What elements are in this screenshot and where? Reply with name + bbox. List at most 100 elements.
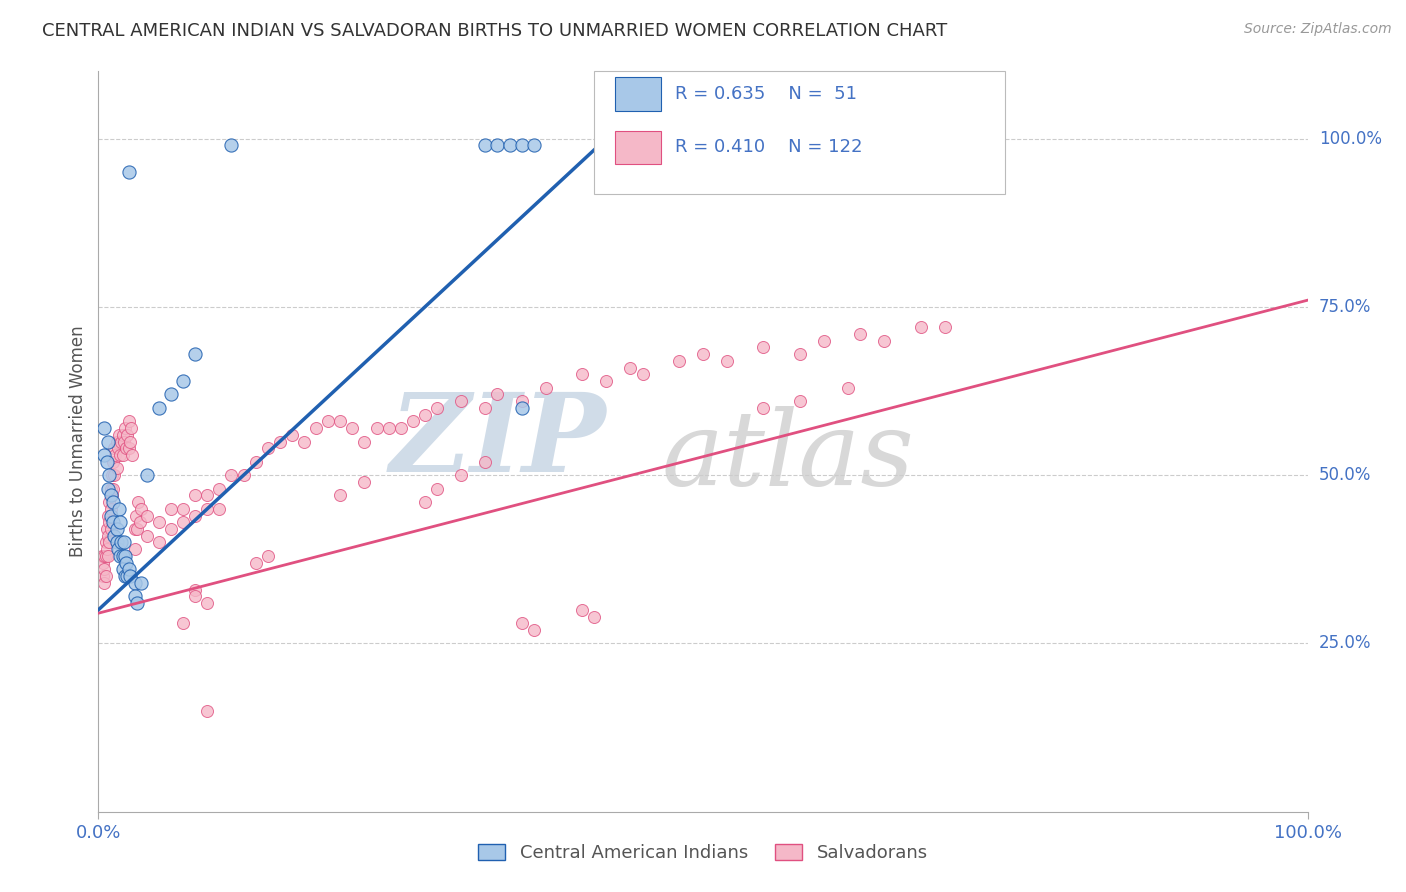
Point [849, 326, 872, 341]
Point [118, 562, 141, 576]
Point [91, 556, 114, 570]
Point [121, 448, 143, 462]
Point [118, 434, 141, 449]
Text: atlas: atlas [661, 406, 914, 507]
Point [837, 138, 859, 153]
Point [112, 434, 135, 449]
Point [474, 138, 496, 153]
Point [353, 475, 375, 489]
Point [413, 495, 436, 509]
Point [245, 455, 267, 469]
Point [389, 421, 412, 435]
Point [789, 347, 811, 361]
Point [117, 427, 139, 442]
Point [208, 482, 231, 496]
Point [474, 401, 496, 415]
Point [813, 334, 835, 348]
Point [115, 556, 138, 570]
Point [111, 549, 134, 563]
Point [100, 488, 122, 502]
Text: CENTRAL AMERICAN INDIAN VS SALVADORAN BIRTHS TO UNMARRIED WOMEN CORRELATION CHAR: CENTRAL AMERICAN INDIAN VS SALVADORAN BI… [42, 22, 948, 40]
Point [98, 516, 121, 530]
Point [160, 387, 183, 401]
Point [100, 522, 122, 536]
Point [668, 353, 690, 368]
Point [172, 516, 194, 530]
Point [100, 482, 122, 496]
Point [115, 442, 138, 456]
Point [571, 603, 593, 617]
Point [970, 138, 993, 153]
Point [172, 501, 194, 516]
Point [692, 347, 714, 361]
Point [195, 501, 218, 516]
Point [232, 468, 254, 483]
Point [523, 623, 546, 637]
Point [195, 488, 218, 502]
Point [873, 334, 896, 348]
Point [426, 482, 449, 496]
Point [377, 421, 399, 435]
Point [292, 434, 315, 449]
Point [221, 138, 243, 153]
Point [105, 535, 128, 549]
Point [184, 488, 207, 502]
Point [101, 516, 124, 530]
Point [117, 569, 139, 583]
FancyBboxPatch shape [595, 71, 1005, 194]
Point [129, 575, 152, 590]
Point [118, 414, 141, 428]
Point [752, 401, 775, 415]
Point [619, 360, 641, 375]
Point [184, 590, 207, 604]
Point [534, 381, 557, 395]
Point [105, 522, 128, 536]
Point [101, 455, 124, 469]
Point [245, 556, 267, 570]
Point [100, 501, 122, 516]
Point [305, 421, 328, 435]
Point [101, 482, 124, 496]
Y-axis label: Births to Unmarried Women: Births to Unmarried Women [69, 326, 87, 558]
Point [510, 401, 533, 415]
Point [108, 549, 131, 563]
Point [105, 434, 128, 449]
Text: 50.0%: 50.0% [1319, 467, 1371, 484]
Point [108, 427, 131, 442]
Point [426, 401, 449, 415]
Point [353, 434, 375, 449]
Point [91, 569, 114, 583]
Point [510, 138, 533, 153]
Point [450, 394, 472, 409]
Point [93, 575, 115, 590]
Point [94, 549, 117, 563]
Point [208, 501, 231, 516]
Point [860, 138, 883, 153]
Point [98, 495, 121, 509]
Point [108, 516, 131, 530]
Point [184, 508, 207, 523]
Point [195, 704, 218, 718]
Point [111, 448, 134, 462]
Point [523, 138, 546, 153]
Point [934, 138, 956, 153]
Point [329, 488, 352, 502]
Point [934, 320, 956, 334]
Point [127, 596, 149, 610]
Point [281, 427, 304, 442]
Point [595, 374, 617, 388]
Point [107, 542, 129, 557]
Point [402, 414, 425, 428]
Point [184, 582, 207, 597]
Point [510, 394, 533, 409]
Point [118, 442, 141, 456]
Point [94, 535, 117, 549]
Point [107, 442, 129, 456]
Point [96, 542, 118, 557]
Point [93, 562, 115, 576]
Point [631, 368, 654, 382]
Point [97, 482, 120, 496]
Point [269, 434, 291, 449]
Point [256, 549, 278, 563]
Point [148, 401, 170, 415]
